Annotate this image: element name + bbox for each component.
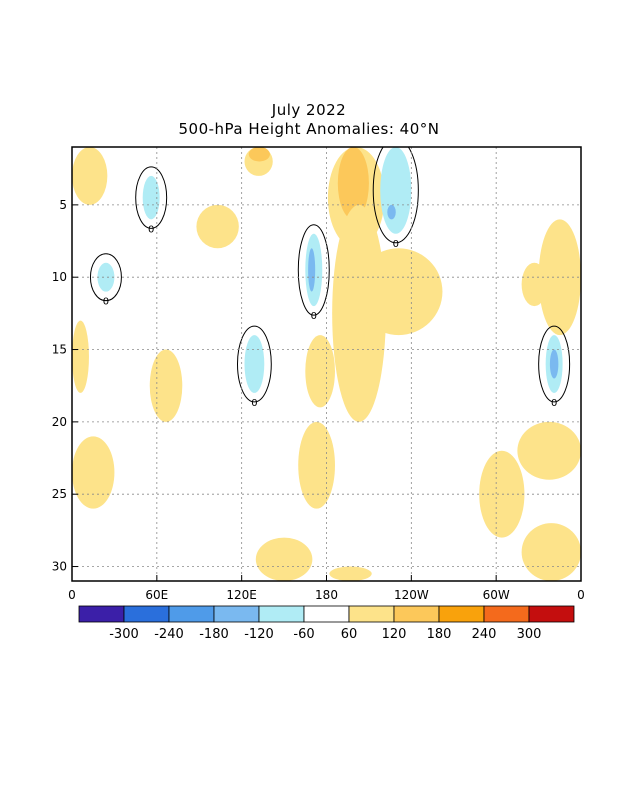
colorbar: -300 -240 -180 -120 -60 60 120 180 240 300	[78, 605, 575, 642]
colorbar-label: -300	[109, 627, 139, 642]
anomaly-region-negative	[387, 204, 396, 220]
colorbar-label: 120	[382, 627, 407, 642]
anomaly-region-positive	[479, 450, 525, 538]
anomaly-region-positive	[305, 335, 335, 408]
anomaly-region-positive	[354, 248, 443, 336]
anomaly-region-positive	[538, 219, 581, 336]
anomaly-regions	[72, 147, 581, 581]
colorbar-swatch	[78, 605, 125, 623]
contour-label: 0	[148, 224, 154, 235]
colorbar-label: -120	[244, 627, 274, 642]
colorbar-swatch	[528, 605, 575, 623]
anomaly-region-positive	[248, 147, 270, 162]
colorbar-swatch	[168, 605, 215, 623]
chart-subtitle: 500-hPa Height Anomalies: 40°N	[178, 120, 440, 138]
y-tick-label: 20	[52, 415, 67, 429]
anomaly-region-negative	[549, 349, 559, 379]
colorbar-swatch	[303, 605, 350, 623]
colorbar-label: 180	[427, 627, 452, 642]
contour-label: 0	[393, 239, 399, 250]
zero-contour	[89, 253, 122, 302]
x-tick-label: 120W	[394, 588, 429, 602]
colorbar-swatch	[123, 605, 170, 623]
zero-contours: 0 0 0 0 0 0	[89, 147, 571, 409]
anomaly-region-negative	[308, 248, 316, 292]
x-tick-label: 180	[315, 588, 338, 602]
x-tick-label: 0	[68, 588, 76, 602]
x-tick-label: 60E	[145, 588, 168, 602]
colorbar-swatch	[348, 605, 395, 623]
contour-label: 0	[311, 311, 317, 322]
zero-contour	[135, 166, 168, 229]
y-tick-label: 30	[52, 560, 67, 574]
anomaly-region-negative	[380, 147, 412, 234]
anomaly-region-positive	[517, 421, 581, 480]
y-tick-label: 10	[52, 270, 67, 284]
colorbar-swatch	[258, 605, 305, 623]
zero-contour	[236, 325, 272, 403]
anomaly-region-positive	[196, 204, 239, 249]
y-tick-label: 15	[52, 343, 67, 357]
anomaly-region-positive	[72, 436, 115, 509]
colorbar-label: -240	[154, 627, 184, 642]
colorbar-swatch	[438, 605, 485, 623]
colorbar-label: -180	[199, 627, 229, 642]
colorbar-label: -60	[293, 627, 314, 642]
colorbar-swatch	[483, 605, 530, 623]
anomaly-region-positive	[72, 147, 108, 205]
colorbar-label: 300	[517, 627, 542, 642]
anomaly-region-positive	[149, 349, 183, 422]
anomaly-region-positive	[329, 566, 372, 581]
zero-contour	[372, 147, 419, 244]
anomaly-region-negative	[142, 175, 160, 220]
zero-contour	[297, 224, 330, 316]
zero-contour	[538, 325, 571, 403]
y-tick-label: 25	[52, 487, 67, 501]
chart-title: July 2022	[271, 101, 347, 119]
x-tick-label: 60W	[483, 588, 510, 602]
anomaly-region-positive	[255, 537, 313, 581]
colorbar-label: 60	[341, 627, 358, 642]
colorbar-swatch	[393, 605, 440, 623]
anomaly-region-positive	[337, 147, 369, 220]
gridlines	[72, 147, 581, 581]
contour-label: 0	[251, 398, 257, 409]
x-axis: 0 60E 120E 180 120W 60W 0	[68, 575, 585, 602]
contour-label: 0	[551, 398, 557, 409]
contour-label: 0	[103, 297, 109, 308]
colorbar-swatch	[213, 605, 260, 623]
anomaly-region-positive	[72, 320, 89, 393]
anomaly-region-positive	[521, 262, 548, 307]
y-axis: 5 10 15 20 25 30	[52, 198, 78, 574]
anomaly-region-negative	[97, 262, 115, 292]
anomaly-region-positive	[521, 523, 581, 581]
anomaly-region-positive	[298, 421, 335, 509]
x-tick-label: 120E	[226, 588, 257, 602]
y-tick-label: 5	[59, 198, 67, 212]
colorbar-label: 240	[472, 627, 497, 642]
anomaly-region-negative	[244, 335, 265, 393]
x-tick-label: 0	[577, 588, 585, 602]
